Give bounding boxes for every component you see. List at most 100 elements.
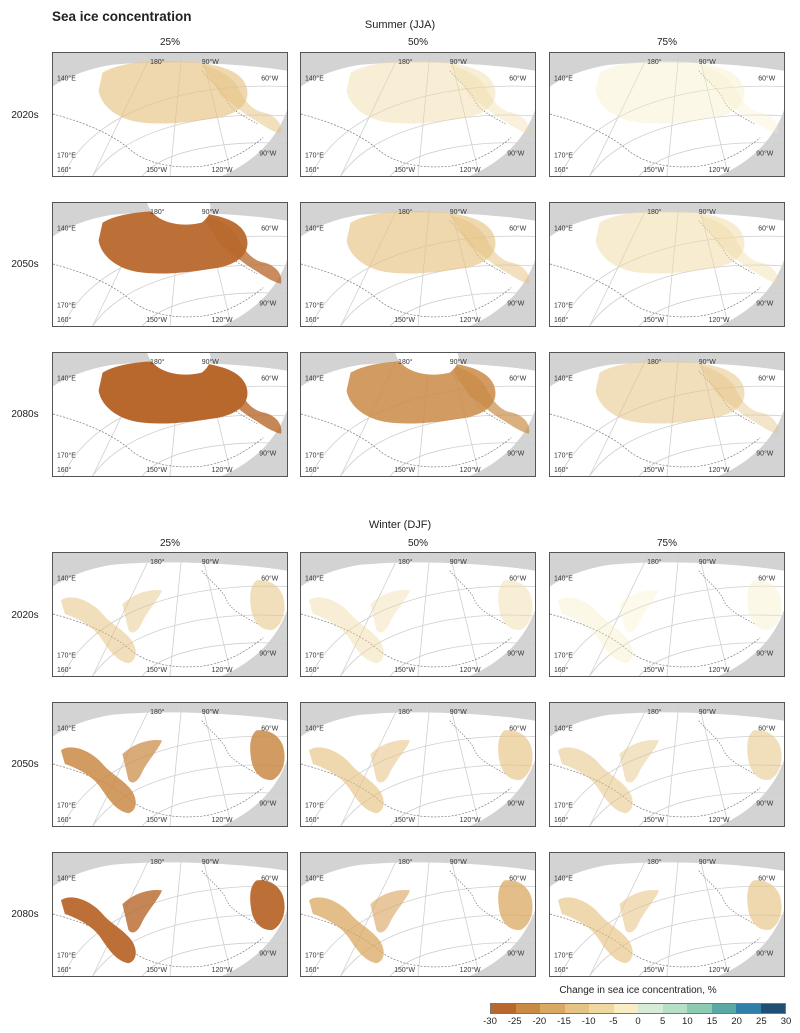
map-label-lon-120w: 120°W	[212, 466, 233, 474]
map-label-lon-90w: 90°W	[756, 949, 774, 957]
map-label-lon-180: 180°	[398, 558, 413, 566]
map-label-lon-150w: 150°W	[394, 466, 415, 474]
arctic-map: 140°E 180° 90°W 60°W 170°E 160° 150°W 120°W 90°W	[301, 353, 535, 476]
map-label-lon-120w: 120°W	[460, 466, 481, 474]
map-label-lon-60w: 60°W	[261, 375, 279, 383]
map-label-lon-90w: 90°W	[699, 708, 717, 716]
map-label-lon-150w: 150°W	[146, 466, 167, 474]
map-label-lon-90w: 90°W	[259, 649, 277, 657]
figure-title: Sea ice concentration	[52, 9, 192, 24]
legend-swatch-6	[638, 1004, 663, 1013]
legend-tick--10: -10	[581, 1016, 596, 1027]
map-label-lon-170e: 170°E	[554, 301, 573, 309]
map-label-lon-90w: 90°W	[450, 708, 468, 716]
arctic-map: 140°E 180° 90°W 60°W 170°E 160° 150°W 120°W 90°W	[53, 853, 287, 976]
legend-swatch-0	[491, 1004, 516, 1013]
legend-color-bar	[490, 1003, 786, 1014]
map-label-lon-160: 160°	[554, 166, 569, 174]
map-label-lon-90w: 90°W	[450, 558, 468, 566]
map-label-lon-170e: 170°E	[305, 951, 324, 959]
map-panel-winter-2080s-50pct: 140°E 180° 90°W 60°W 170°E 160° 150°W 120°W 90°W	[300, 852, 536, 977]
map-label-lon-90w: 90°W	[259, 449, 277, 457]
map-label-lon-120w: 120°W	[212, 816, 233, 824]
map-label-lon-180: 180°	[150, 858, 165, 866]
map-label-lon-120w: 120°W	[460, 166, 481, 174]
map-label-lon-140e: 140°E	[305, 575, 324, 583]
map-label-lon-140e: 140°E	[57, 875, 76, 883]
map-label-lon-160: 160°	[57, 316, 72, 324]
map-panel-summer-2050s-75pct: 140°E 180° 90°W 60°W 170°E 160° 150°W 120°W 90°W	[549, 202, 785, 327]
map-label-lon-90w: 90°W	[450, 358, 468, 366]
map-label-lon-160: 160°	[305, 466, 320, 474]
legend-tick-20: 20	[731, 1016, 742, 1027]
map-label-lon-60w: 60°W	[509, 875, 527, 883]
map-label-lon-60w: 60°W	[758, 75, 776, 83]
map-label-lon-150w: 150°W	[643, 166, 664, 174]
map-label-lon-160: 160°	[305, 166, 320, 174]
map-label-lon-90w: 90°W	[450, 858, 468, 866]
row-label-summer-2050s: 2050s	[11, 259, 39, 270]
map-label-lon-60w: 60°W	[758, 375, 776, 383]
map-label-lon-170e: 170°E	[305, 151, 324, 159]
arctic-map: 140°E 180° 90°W 60°W 170°E 160° 150°W 120°W 90°W	[550, 853, 784, 976]
arctic-map: 140°E 180° 90°W 60°W 170°E 160° 150°W 120°W 90°W	[53, 203, 287, 326]
map-label-lon-90w: 90°W	[507, 949, 525, 957]
legend-swatch-10	[736, 1004, 761, 1013]
map-label-lon-140e: 140°E	[554, 575, 573, 583]
map-label-lon-90w: 90°W	[507, 149, 525, 157]
map-label-lon-170e: 170°E	[57, 451, 76, 459]
map-label-lon-90w: 90°W	[756, 649, 774, 657]
map-label-lon-60w: 60°W	[758, 225, 776, 233]
column-label-25-winter: 25%	[159, 538, 180, 549]
map-label-lon-170e: 170°E	[554, 451, 573, 459]
map-label-lon-120w: 120°W	[709, 166, 730, 174]
map-label-lon-160: 160°	[305, 666, 320, 674]
legend-tick--20: -20	[532, 1016, 547, 1027]
map-label-lon-90w: 90°W	[259, 299, 277, 307]
map-label-lon-140e: 140°E	[57, 575, 76, 583]
map-label-lon-60w: 60°W	[509, 725, 527, 733]
map-label-lon-160: 160°	[305, 966, 320, 974]
legend-swatch-3	[564, 1004, 589, 1013]
map-label-lon-120w: 120°W	[460, 666, 481, 674]
map-label-lon-170e: 170°E	[554, 151, 573, 159]
map-label-lon-150w: 150°W	[394, 166, 415, 174]
map-label-lon-180: 180°	[398, 208, 413, 216]
map-label-lon-170e: 170°E	[554, 801, 573, 809]
map-label-lon-60w: 60°W	[758, 725, 776, 733]
map-label-lon-60w: 60°W	[261, 875, 279, 883]
map-panel-summer-2020s-50pct: 140°E 180° 90°W 60°W 170°E 160° 150°W 120°W 90°W	[300, 52, 536, 177]
map-label-lon-90w: 90°W	[756, 299, 774, 307]
map-label-lon-180: 180°	[647, 58, 662, 66]
map-label-lon-140e: 140°E	[57, 725, 76, 733]
map-label-lon-90w: 90°W	[507, 649, 525, 657]
map-label-lon-180: 180°	[398, 708, 413, 716]
map-panel-summer-2050s-50pct: 140°E 180° 90°W 60°W 170°E 160° 150°W 120°W 90°W	[300, 202, 536, 327]
row-label-summer-2020s: 2020s	[11, 110, 39, 121]
map-label-lon-160: 160°	[554, 816, 569, 824]
arctic-map: 140°E 180° 90°W 60°W 170°E 160° 150°W 120°W 90°W	[301, 203, 535, 326]
map-label-lon-180: 180°	[647, 708, 662, 716]
map-label-lon-140e: 140°E	[305, 225, 324, 233]
map-label-lon-140e: 140°E	[554, 75, 573, 83]
map-label-lon-90w: 90°W	[507, 299, 525, 307]
map-label-lon-120w: 120°W	[709, 466, 730, 474]
map-panel-winter-2020s-75pct: 140°E 180° 90°W 60°W 170°E 160° 150°W 120°W 90°W	[549, 552, 785, 677]
map-label-lon-90w: 90°W	[450, 208, 468, 216]
legend-swatch-1	[515, 1004, 540, 1013]
legend-tick-10: 10	[682, 1016, 693, 1027]
map-label-lon-170e: 170°E	[57, 951, 76, 959]
arctic-map: 140°E 180° 90°W 60°W 170°E 160° 150°W 120°W 90°W	[550, 53, 784, 176]
map-label-lon-160: 160°	[57, 466, 72, 474]
legend-tick-0: 0	[635, 1016, 641, 1027]
legend-tick--5: -5	[609, 1016, 618, 1027]
map-label-lon-180: 180°	[647, 558, 662, 566]
map-panel-winter-2050s-50pct: 140°E 180° 90°W 60°W 170°E 160° 150°W 120°W 90°W	[300, 702, 536, 827]
map-label-lon-180: 180°	[150, 358, 165, 366]
map-label-lon-60w: 60°W	[509, 575, 527, 583]
map-label-lon-150w: 150°W	[643, 816, 664, 824]
map-panel-winter-2080s-25pct: 140°E 180° 90°W 60°W 170°E 160° 150°W 120°W 90°W	[52, 852, 288, 977]
map-label-lon-120w: 120°W	[212, 666, 233, 674]
map-label-lon-120w: 120°W	[212, 166, 233, 174]
map-label-lon-90w: 90°W	[756, 449, 774, 457]
